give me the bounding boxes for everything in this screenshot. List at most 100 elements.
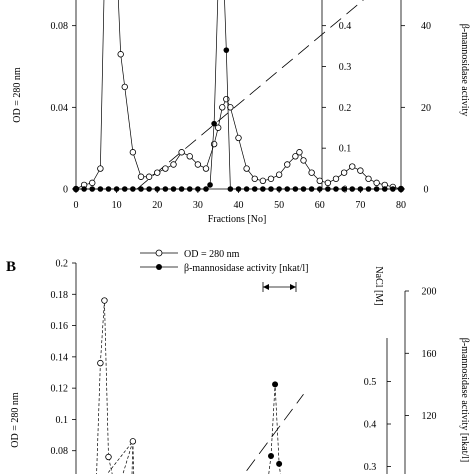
panel-a-od-point xyxy=(154,169,161,176)
panel-a-activity-point xyxy=(251,186,258,192)
panel-a-chart: OD = 280 nm β-mannosidase activity Fract… xyxy=(12,0,470,225)
panel-a-activity-point xyxy=(308,186,315,192)
panel-a-ylabel: OD = 280 nm xyxy=(12,67,23,123)
panel-a-od-point xyxy=(117,51,124,58)
panel-b-ytick-label: 0.1 xyxy=(56,415,69,426)
panel-a-activity-point xyxy=(227,186,234,192)
panel-a-axes: 0102030405060708000.040.0800.10.20.30.40… xyxy=(51,0,431,211)
panel-a-od-point xyxy=(137,173,145,180)
panel-a-activity-point xyxy=(333,186,339,192)
panel-b-od-point xyxy=(97,359,104,367)
panel-a-activity-point xyxy=(154,186,161,192)
panel-a-xtick-label: 30 xyxy=(193,200,203,211)
panel-a-od-point xyxy=(259,177,267,185)
panel-b-ylabel: OD = 280 nm xyxy=(10,392,21,448)
panel-b-activity-point xyxy=(272,381,279,388)
panel-a-activity-point xyxy=(97,186,104,192)
panel-a-activity-point xyxy=(316,186,323,192)
panel-a-xtick-label: 40 xyxy=(234,200,244,211)
panel-a-od-point xyxy=(162,165,169,172)
panel-a-activity-point xyxy=(207,182,213,188)
panel-a-xtick-label: 80 xyxy=(396,200,406,211)
panel-a-od-point xyxy=(251,175,258,182)
panel-a-ytick-label: 0 xyxy=(63,185,68,196)
panel-a-xtick-label: 70 xyxy=(355,200,365,211)
panel-b-activity-line xyxy=(270,384,280,464)
panel-a-od-line xyxy=(75,0,402,190)
panel-a-activity-point xyxy=(138,186,144,192)
panel-a-od-point xyxy=(227,104,234,111)
panel-a-od-point xyxy=(284,161,291,168)
panel-b-y3tick-label: 200 xyxy=(422,287,437,298)
panel-a-od-point xyxy=(89,179,96,187)
panel-a-activity-point xyxy=(292,186,299,192)
panel-a-xtick-label: 0 xyxy=(74,200,79,211)
panel-a-od-point xyxy=(308,169,315,176)
panel-a-od-point xyxy=(210,140,218,148)
panel-a-activity-point xyxy=(223,47,230,53)
panel-a-od-point xyxy=(349,163,356,170)
panel-a-activity-point xyxy=(73,186,79,192)
panel-a-y2tick-label: 40 xyxy=(421,21,431,32)
panel-a-activity-point xyxy=(349,186,356,192)
panel-a-od-point xyxy=(145,173,153,180)
panel-a-od-point xyxy=(223,95,230,103)
legend-od-label: OD = 280 nm xyxy=(184,249,240,260)
panel-a-od-point xyxy=(129,149,137,156)
panel-a-activity-point xyxy=(341,186,347,192)
panel-b-ytick-label: 0.2 xyxy=(56,259,69,270)
panel-a-activity-point xyxy=(186,186,193,192)
panel-b-series xyxy=(96,297,304,474)
panel-b-od-point xyxy=(129,438,137,445)
panel-a-activity-point xyxy=(381,186,388,192)
panel-b-axes: 0.080.10.120.140.160.180.20.30.40.580120… xyxy=(51,259,437,474)
panel-a-od-point xyxy=(316,177,323,185)
panel-a-activity-point xyxy=(398,186,404,192)
panel-a-od-point xyxy=(340,169,348,176)
panel-a-activity-point xyxy=(121,186,128,192)
panel-b-legend: OD = 280 nm β-mannosidase activity [nkat… xyxy=(140,249,309,274)
panel-b-od-line-peak2b xyxy=(132,441,135,474)
panel-a-ytick-label: 0.04 xyxy=(51,103,69,114)
panel-a-activity-point xyxy=(365,186,372,192)
panel-b-od-point xyxy=(101,297,108,304)
panel-b-ytick-label: 0.16 xyxy=(51,321,69,332)
panel-a-activity-point xyxy=(195,186,201,192)
panel-b-ytick-label: 0.14 xyxy=(51,352,69,363)
panel-a-od-point xyxy=(202,165,210,172)
panel-b-y2tick-label: 0.4 xyxy=(364,420,377,431)
panel-a-od-point xyxy=(373,179,380,187)
panel-b-y3tick-label: 120 xyxy=(422,411,437,422)
panel-b-activity-point xyxy=(276,460,283,467)
panel-a-od-point xyxy=(243,165,250,172)
panel-a-xtick-label: 50 xyxy=(274,200,284,211)
panel-b-y3label: β-mannosidase activity [nkat/l] xyxy=(459,338,470,463)
panel-a-od-point xyxy=(97,165,104,172)
panel-a-ytick-label: 0.08 xyxy=(51,21,69,32)
panel-a-activity-point xyxy=(390,186,396,192)
panel-a-activity-point xyxy=(284,186,291,192)
panel-a-activity-point xyxy=(260,186,266,192)
panel-a-activity-point xyxy=(81,186,87,192)
panel-b-activity-point xyxy=(268,453,274,460)
panel-a-od-point xyxy=(296,149,303,156)
panel-a-od-point xyxy=(214,124,222,131)
panel-b-od-point xyxy=(105,453,112,461)
panel-a-y3tick-label: 0.3 xyxy=(339,62,352,73)
panel-b-activity-line-left xyxy=(268,456,272,474)
panel-a-activity-point xyxy=(105,186,112,192)
panel-a-activity-point xyxy=(235,186,242,192)
panel-b-letter: B xyxy=(6,259,16,275)
panel-b-ytick-label: 0.12 xyxy=(51,384,69,395)
legend-activity-marker xyxy=(156,264,162,270)
panel-b-ytick-label: 0.08 xyxy=(51,446,69,457)
panel-a-activity-point xyxy=(325,186,331,192)
panel-a-activity-line xyxy=(76,0,401,190)
panel-a-activity-point xyxy=(243,186,250,192)
panel-b-gradient-line xyxy=(246,394,304,471)
panel-b-od-line-left xyxy=(96,363,101,474)
panel-a-xtick-label: 20 xyxy=(152,200,162,211)
panel-a-od-point xyxy=(219,104,226,111)
panel-a-od-point xyxy=(267,175,275,182)
panel-a-od-point xyxy=(275,171,283,178)
